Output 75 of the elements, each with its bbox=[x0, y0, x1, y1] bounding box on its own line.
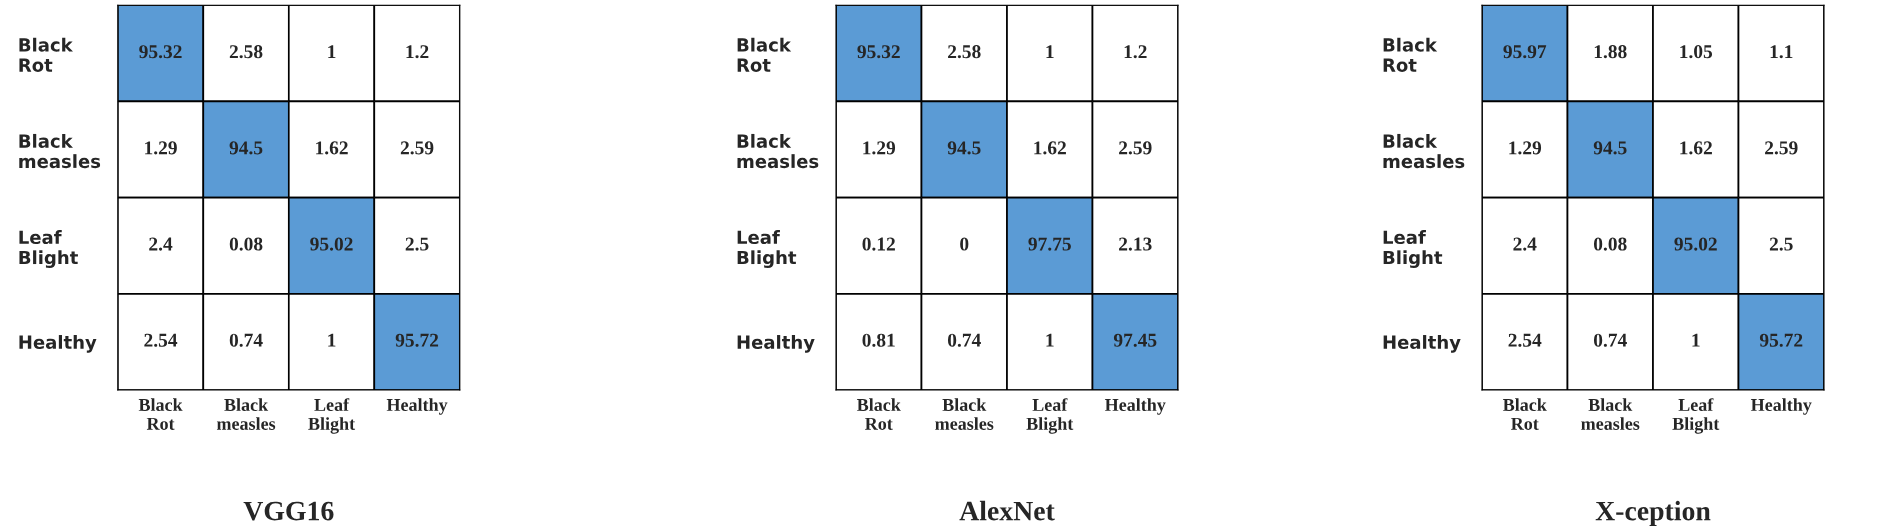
data-label: 0.74 bbox=[947, 333, 981, 347]
x-tick-label: Healthy bbox=[386, 398, 448, 415]
y-tick-label: Leaf Blight bbox=[19, 230, 78, 268]
data-label: 1.29 bbox=[863, 141, 896, 155]
data-label: 1 bbox=[1046, 45, 1054, 59]
data-label: 1.29 bbox=[1509, 141, 1542, 155]
y-tick-label: Black Rot bbox=[1383, 37, 1438, 72]
data-label: 2.59 bbox=[1765, 141, 1798, 155]
y-tick-label: Black measles bbox=[737, 133, 819, 169]
x-tick-label: Leaf Blight bbox=[308, 398, 356, 434]
data-label: 94.5 bbox=[947, 141, 981, 155]
x-tick-label: Healthy bbox=[1104, 398, 1166, 415]
y-tick-label: Black Rot bbox=[737, 37, 792, 72]
x-tick-label: Leaf Blight bbox=[1026, 398, 1074, 434]
y-tick-label: Black measles bbox=[19, 133, 101, 169]
data-label: 95.97 bbox=[1503, 45, 1547, 59]
data-label: 2.59 bbox=[1119, 141, 1152, 155]
data-label: 0.08 bbox=[229, 237, 263, 251]
x-tick-label: Black measles bbox=[216, 398, 276, 430]
x-tick-label: Black Rot bbox=[1502, 398, 1547, 430]
data-label: 1.62 bbox=[316, 141, 348, 155]
data-label: 0.74 bbox=[229, 333, 263, 347]
data-label: 97.45 bbox=[1113, 333, 1157, 347]
data-label: 2.58 bbox=[948, 45, 981, 59]
data-label: 2.54 bbox=[144, 333, 178, 347]
x-tick-label: Black measles bbox=[1581, 398, 1640, 430]
data-label: 95.72 bbox=[1759, 333, 1803, 347]
text: VGG16 bbox=[243, 501, 334, 521]
x-tick-label: Black Rot bbox=[138, 398, 183, 430]
data-label: 1 bbox=[328, 45, 336, 59]
data-label: 2.5 bbox=[1769, 237, 1793, 251]
x-tick-label: Black Rot bbox=[856, 398, 901, 430]
data-label: 2.5 bbox=[405, 237, 429, 251]
data-label: 1.1 bbox=[1770, 45, 1793, 59]
data-label: 2.4 bbox=[1513, 237, 1537, 251]
data-label: 1.05 bbox=[1680, 45, 1713, 59]
data-label: 2.59 bbox=[400, 141, 434, 155]
data-label: 94.5 bbox=[1593, 141, 1627, 155]
data-label: 2.13 bbox=[1119, 237, 1152, 251]
data-label: 1.2 bbox=[406, 45, 429, 59]
data-label: 0.12 bbox=[862, 237, 895, 251]
data-label: 1 bbox=[328, 333, 336, 347]
data-label: 0.74 bbox=[1593, 333, 1627, 347]
y-tick-label: Black Rot bbox=[19, 37, 73, 72]
x-tick-label: Healthy bbox=[1750, 398, 1812, 415]
data-label: 94.5 bbox=[229, 141, 263, 155]
y-tick-label: Leaf Blight bbox=[737, 230, 797, 268]
data-label: 1.29 bbox=[145, 141, 177, 155]
data-label: 2.4 bbox=[149, 237, 173, 251]
data-label: 95.02 bbox=[310, 237, 353, 251]
y-tick-label: Black measles bbox=[1383, 133, 1465, 169]
data-label: 1.62 bbox=[1680, 141, 1712, 155]
data-label: 2.58 bbox=[229, 45, 263, 59]
data-label: 1.62 bbox=[1034, 141, 1066, 155]
data-label: 95.32 bbox=[139, 45, 182, 59]
x-tick-label: Black measles bbox=[935, 398, 994, 430]
data-label: 1 bbox=[1046, 333, 1054, 347]
data-label: 0.08 bbox=[1593, 237, 1627, 251]
data-label: 2.54 bbox=[1508, 333, 1542, 347]
data-label: 97.75 bbox=[1028, 237, 1071, 251]
y-tick-label: Leaf Blight bbox=[1383, 230, 1443, 268]
data-label: 95.32 bbox=[857, 45, 900, 59]
x-tick-label: Leaf Blight bbox=[1672, 398, 1720, 434]
text: AlexNet bbox=[959, 500, 1055, 521]
y-tick-label: Healthy bbox=[737, 335, 815, 353]
data-label: 1 bbox=[1692, 333, 1700, 347]
data-label: 95.72 bbox=[395, 333, 439, 347]
y-tick-label: Healthy bbox=[19, 335, 97, 353]
data-label: 1.88 bbox=[1594, 45, 1627, 59]
data-label: 1.2 bbox=[1124, 45, 1147, 59]
data-label: 95.02 bbox=[1674, 237, 1717, 251]
y-tick-label: Healthy bbox=[1383, 335, 1461, 353]
data-label: 0.81 bbox=[862, 333, 895, 347]
text: X-ception bbox=[1595, 500, 1711, 527]
data-label: 0 bbox=[960, 237, 969, 251]
